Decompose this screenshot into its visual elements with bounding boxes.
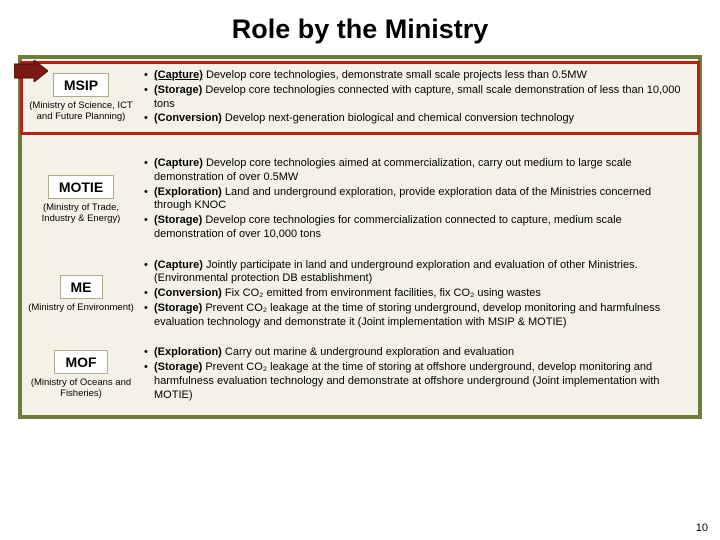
ministry-bullets-col: (Capture) Develop core technologies, dem…	[140, 63, 698, 133]
ministry-abbr: MSIP	[53, 73, 109, 97]
bullet-item: (Exploration) Carry out marine & undergr…	[144, 346, 690, 360]
ministry-fullname: (Ministry of Trade, Industry & Energy)	[28, 203, 134, 225]
bullet-list: (Capture) Jointly participate in land an…	[144, 259, 690, 330]
bullet-item: (Capture) Jointly participate in land an…	[144, 259, 690, 287]
ministry-bullets-col: (Capture) Jointly participate in land an…	[140, 253, 698, 337]
ministry-fullname: (Ministry of Science, ICT and Future Pla…	[28, 101, 134, 123]
bullet-item: (Storage) Develop core technologies for …	[144, 214, 690, 242]
ministry-fullname: (Ministry of Oceans and Fisheries)	[28, 378, 134, 400]
ministry-label-col: MOF (Ministry of Oceans and Fisheries)	[22, 340, 140, 409]
content-panel: MSIP (Ministry of Science, ICT and Futur…	[18, 55, 702, 419]
pointer-arrow-icon	[14, 60, 48, 87]
bullet-list: (Exploration) Carry out marine & undergr…	[144, 346, 690, 402]
ministry-row: ME (Ministry of Environment) (Capture) J…	[22, 253, 698, 337]
bullet-item: (Exploration) Land and underground explo…	[144, 186, 690, 214]
bullet-item: (Capture) Develop core technologies aime…	[144, 157, 690, 185]
slide-title: Role by the Ministry	[18, 14, 702, 45]
bullet-item: (Conversion) Develop next-generation bio…	[144, 112, 690, 126]
bullet-item: (Storage) Develop core technologies conn…	[144, 84, 690, 112]
bullet-list: (Capture) Develop core technologies, dem…	[144, 69, 690, 126]
ministry-label-col: ME (Ministry of Environment)	[22, 253, 140, 337]
ministry-bullets-col: (Exploration) Carry out marine & undergr…	[140, 340, 698, 409]
ministry-fullname: (Ministry of Environment)	[28, 303, 134, 314]
ministry-row: MOTIE (Ministry of Trade, Industry & Ene…	[22, 151, 698, 249]
page-number: 10	[696, 522, 708, 534]
ministry-row: MOF (Ministry of Oceans and Fisheries) (…	[22, 340, 698, 415]
ministry-bullets-col: (Capture) Develop core technologies aime…	[140, 151, 698, 249]
bullet-item: (Capture) Develop core technologies, dem…	[144, 69, 690, 83]
ministry-label-col: MOTIE (Ministry of Trade, Industry & Ene…	[22, 151, 140, 249]
ministry-abbr: ME	[60, 275, 103, 299]
bullet-item: (Storage) Prevent CO₂ leakage at the tim…	[144, 361, 690, 402]
bullet-item: (Conversion) Fix CO₂ emitted from enviro…	[144, 287, 690, 301]
bullet-list: (Capture) Develop core technologies aime…	[144, 157, 690, 242]
slide: Role by the Ministry MSIP (Ministry of S…	[0, 0, 720, 540]
ministry-abbr: MOF	[54, 350, 107, 374]
ministry-abbr: MOTIE	[48, 175, 114, 199]
ministry-row: MSIP (Ministry of Science, ICT and Futur…	[22, 59, 698, 133]
bullet-item: (Storage) Prevent CO₂ leakage at the tim…	[144, 302, 690, 330]
